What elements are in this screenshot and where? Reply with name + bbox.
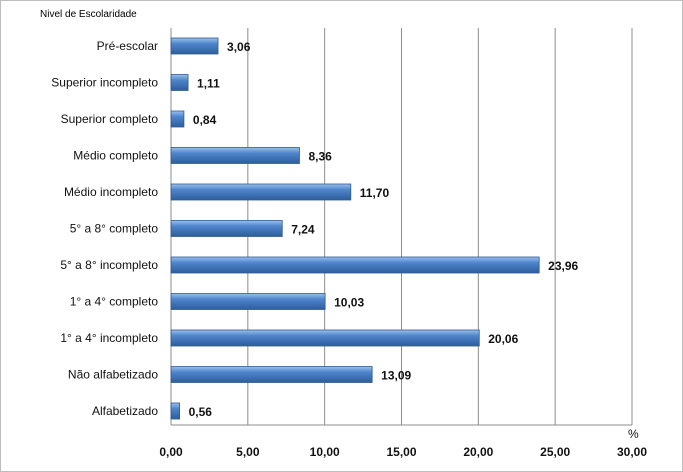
bar xyxy=(170,293,326,310)
category-label: 1° a 4° completo xyxy=(70,295,159,309)
bar xyxy=(170,256,540,274)
bar xyxy=(170,220,283,237)
category-label: Médio completo xyxy=(73,149,158,163)
category-label: Superior completo xyxy=(61,112,159,126)
data-label: 7,24 xyxy=(291,223,315,237)
x-tick-label: 10,00 xyxy=(310,445,340,459)
x-tick-labels: 0,00 5,00 10,00 15,00 20,00 25,00 30,00 xyxy=(159,445,647,459)
bar xyxy=(170,74,189,91)
data-label: 1,11 xyxy=(197,77,220,91)
bar xyxy=(170,366,373,383)
bars xyxy=(170,37,540,420)
x-tick-label: 20,00 xyxy=(463,445,493,459)
x-tick-label: 15,00 xyxy=(386,445,416,459)
category-label: Pré-escolar xyxy=(97,39,158,53)
data-label: 20,06 xyxy=(488,332,518,346)
x-tick-label: 5,00 xyxy=(236,445,260,459)
category-labels: Pré-escolar Superior incompleto Superior c… xyxy=(51,39,158,418)
bar xyxy=(170,183,352,201)
bar xyxy=(170,37,219,55)
x-tick-label: 30,00 xyxy=(617,445,647,459)
x-tick-label: 0,00 xyxy=(159,445,183,459)
category-label: 5° a 8° completo xyxy=(70,222,159,236)
x-axis-label: % xyxy=(628,427,639,441)
data-label: 3,06 xyxy=(227,40,251,54)
category-label: 5° a 8° incompleto xyxy=(60,258,158,272)
data-label: 0,56 xyxy=(189,405,213,419)
data-label: 0,84 xyxy=(193,113,217,127)
bar xyxy=(170,402,181,420)
x-tick-label: 25,00 xyxy=(540,445,570,459)
category-label: Não alfabetizado xyxy=(68,368,158,382)
bar xyxy=(170,329,480,347)
bar xyxy=(170,147,300,164)
data-label: 8,36 xyxy=(308,150,332,164)
bar xyxy=(170,110,185,128)
data-label: 10,03 xyxy=(334,296,364,310)
gridlines xyxy=(170,28,633,426)
data-label: 13,09 xyxy=(381,369,411,383)
category-label: 1° a 4° incompleto xyxy=(60,331,158,345)
category-label: Médio incompleto xyxy=(64,185,158,199)
data-label: 23,96 xyxy=(548,259,578,273)
data-label: 11,70 xyxy=(360,186,390,200)
category-label: Alfabetizado xyxy=(92,404,158,418)
chart-title: Nivel de Escolaridade xyxy=(40,9,137,20)
value-labels: 3,06 1,11 0,84 8,36 11,70 7,24 23,96 10,03 20,06… xyxy=(189,40,579,419)
category-label: Superior incompleto xyxy=(51,76,158,90)
